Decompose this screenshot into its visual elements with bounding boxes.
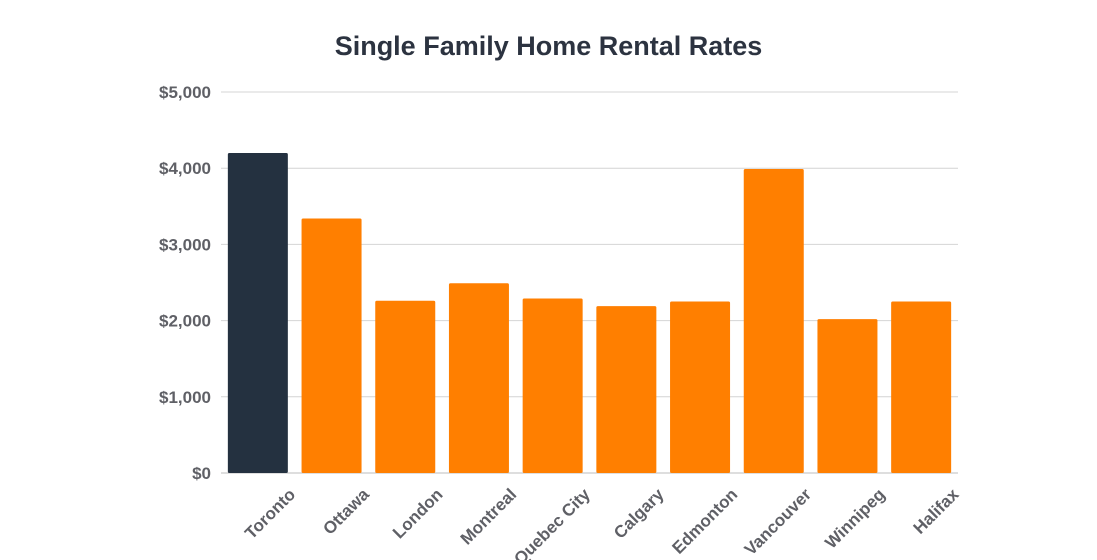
bar: [448, 283, 509, 473]
bar: [227, 152, 288, 473]
bar: [596, 306, 657, 473]
bar: [375, 300, 436, 473]
y-tick-label: $2,000: [159, 312, 211, 331]
y-tick-label: $0: [192, 464, 211, 483]
y-tick-label: $1,000: [159, 388, 211, 407]
bar: [670, 301, 731, 473]
x-tick-label: London: [389, 485, 446, 542]
x-tick-label: Halifax: [910, 484, 963, 537]
x-tick-label: Vancouver: [741, 485, 816, 560]
y-tick-label: $3,000: [159, 235, 211, 254]
x-tick-label: Winnipeg: [821, 485, 888, 552]
bar: [891, 301, 952, 473]
y-tick-label: $5,000: [159, 83, 211, 102]
bar: [522, 298, 583, 473]
y-axis-ticks: $0 $1,000 $2,000 $3,000 $4,000 $5,000: [159, 83, 211, 483]
y-tick-label: $4,000: [159, 159, 211, 178]
x-tick-label: Ottawa: [319, 484, 373, 538]
x-tick-label: Quebec City: [510, 484, 594, 560]
x-tick-label: Montreal: [457, 485, 521, 549]
bars: [227, 152, 952, 473]
bar: [743, 168, 804, 473]
chart-title: Single Family Home Rental Rates: [334, 31, 763, 61]
bar: [301, 218, 362, 473]
x-tick-label: Edmonton: [668, 485, 741, 558]
x-tick-label: Toronto: [241, 485, 299, 543]
bar: [817, 319, 878, 473]
x-tick-label: Calgary: [610, 485, 668, 543]
